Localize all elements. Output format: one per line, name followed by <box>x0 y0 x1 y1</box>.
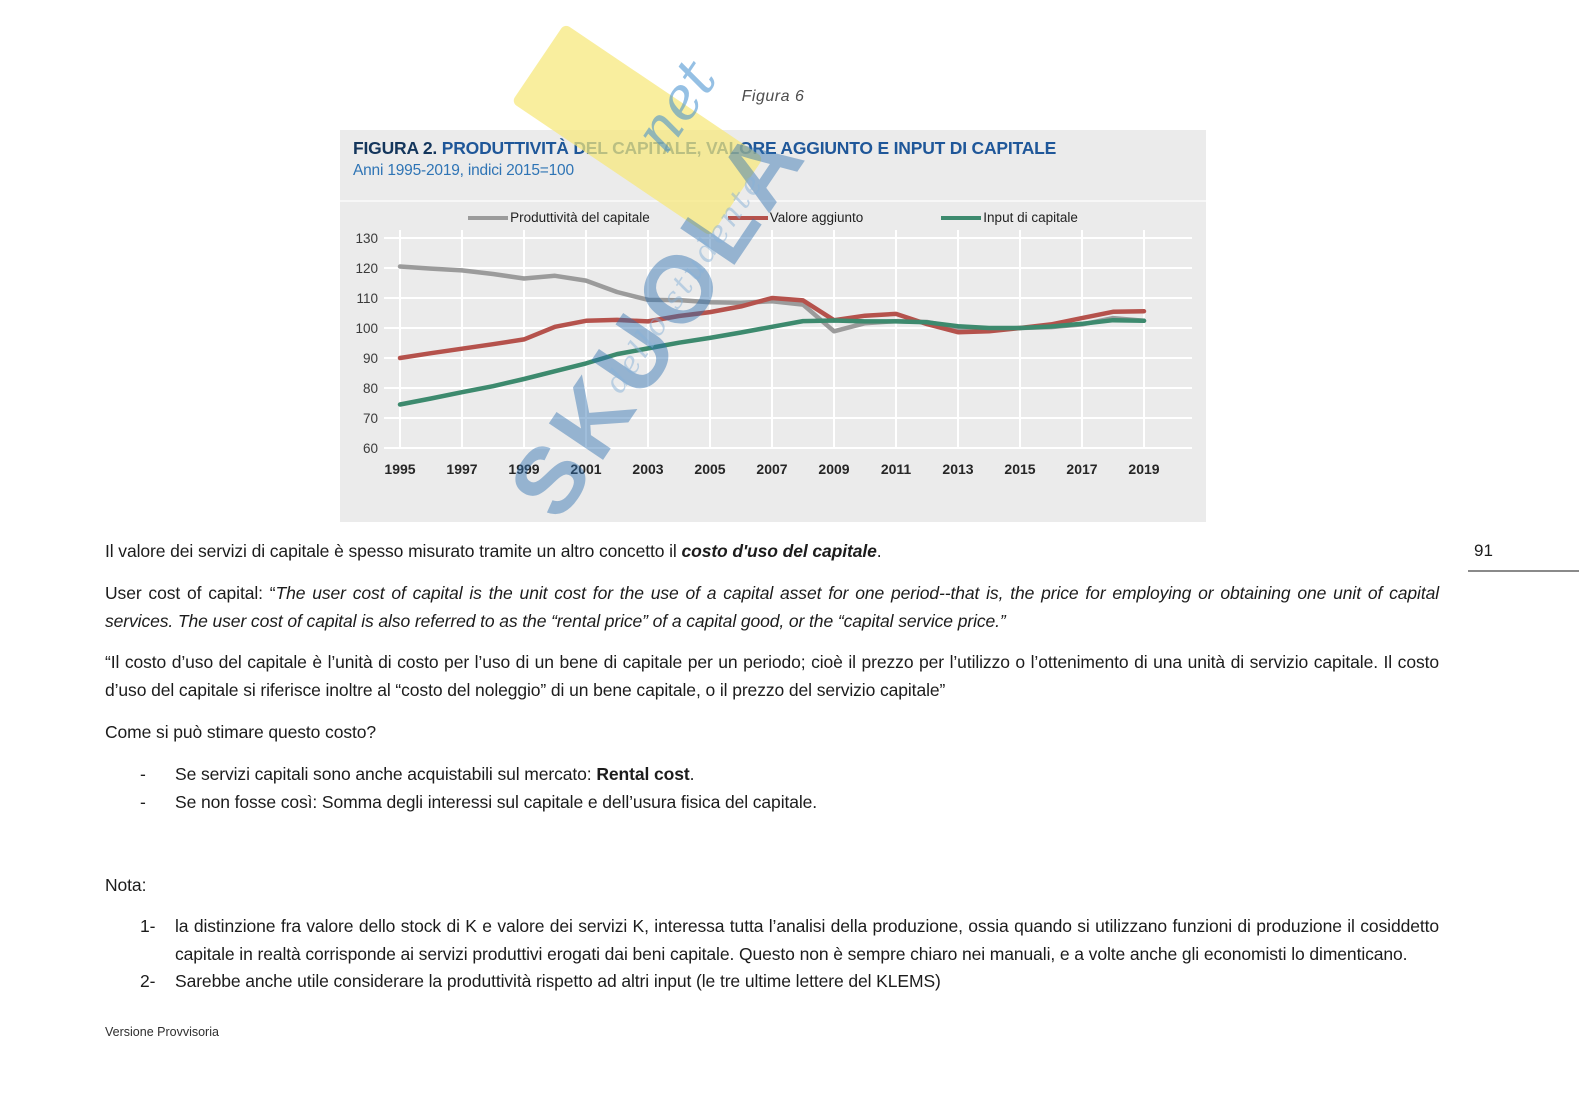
svg-text:1995: 1995 <box>384 461 415 477</box>
paragraph-user-cost-it: “Il costo d’uso del capitale è l’unità d… <box>105 652 1439 700</box>
svg-text:100: 100 <box>355 321 378 336</box>
legend-item: Input di capitale <box>941 210 1078 225</box>
legend-label: Valore aggiunto <box>769 210 864 225</box>
svg-text:2017: 2017 <box>1066 461 1097 477</box>
svg-text:130: 130 <box>355 231 378 246</box>
bullet-marker: - <box>140 791 146 812</box>
note-text: la distinzione fra valore dello stock di… <box>175 916 1439 964</box>
bullet-marker: - <box>140 764 146 784</box>
legend-line-swatch <box>468 215 509 220</box>
svg-text:1999: 1999 <box>508 461 539 477</box>
figure-title-label: FIGURA 2. <box>353 138 438 158</box>
legend-line-swatch <box>941 215 982 220</box>
list-item: 1- la distinzione fra valore dello stock… <box>105 913 1439 968</box>
footer-version-label: Versione Provvisoria <box>105 1025 219 1039</box>
svg-text:110: 110 <box>356 291 378 306</box>
legend-label: Input di capitale <box>983 210 1078 225</box>
numbered-notes: 1- la distinzione fra valore dello stock… <box>105 913 1439 996</box>
svg-text:90: 90 <box>363 351 378 366</box>
line-chart: 60 70 80 90 100 110 120 130 1995 1997 1999 2001 2003… <box>355 230 1192 477</box>
svg-text:2019: 2019 <box>1128 461 1159 477</box>
svg-text:80: 80 <box>363 381 378 396</box>
intro-text: Il valore dei servizi di capitale è spes… <box>105 541 682 561</box>
user-cost-label: User cost of capital: “ <box>105 583 276 603</box>
page-number: 91 <box>1474 541 1493 560</box>
note-marker: 1- <box>140 916 156 936</box>
svg-text:2005: 2005 <box>694 461 725 477</box>
list-item: 2- Sarebbe anche utile considerare la pr… <box>105 968 1439 996</box>
svg-text:2009: 2009 <box>818 461 849 477</box>
note-text: Sarebbe anche utile considerare la produ… <box>175 971 941 991</box>
paragraph-user-cost-en: User cost of capital: “The user cost of … <box>105 580 1439 635</box>
svg-text:2007: 2007 <box>756 461 787 477</box>
svg-text:60: 60 <box>363 441 378 456</box>
svg-text:2013: 2013 <box>942 461 973 477</box>
intro-bold-term: costo d'uso del capitale <box>681 541 877 561</box>
bullet-bold: Rental cost <box>596 764 690 784</box>
svg-text:2011: 2011 <box>881 461 912 477</box>
paragraph-intro: Il valore dei servizi di capitale è spes… <box>105 538 1439 566</box>
bullet-text: Se servizi capitali sono anche acquistab… <box>175 764 597 784</box>
paragraph-question: Come si può stimare questo costo? <box>105 722 377 742</box>
figure-panel: FIGURA 2. PRODUTTIVITÀ DEL CAPITALE, VAL… <box>340 130 1206 522</box>
list-item: - Se servizi capitali sono anche acquist… <box>105 761 1439 789</box>
svg-text:2003: 2003 <box>632 461 663 477</box>
svg-text:2001: 2001 <box>570 461 601 477</box>
svg-text:120: 120 <box>355 261 378 276</box>
svg-text:70: 70 <box>363 411 378 426</box>
svg-text:1997: 1997 <box>446 461 477 477</box>
bullet-text: Se non fosse così: Somma degli interessi… <box>175 791 818 812</box>
list-item: - Se non fosse così: Somma degli interes… <box>105 789 1439 817</box>
user-cost-quote: The user cost of capital is the unit cos… <box>105 583 1440 631</box>
figure-caption: Figura 6 <box>741 88 805 105</box>
intro-period: . <box>876 541 882 561</box>
bullet-suffix: . <box>689 764 695 784</box>
figure-divider <box>340 200 1206 202</box>
page-number-rule <box>1468 570 1579 572</box>
note-marker: 2- <box>140 971 156 991</box>
nota-label: Nota: <box>105 875 147 895</box>
bullet-list: - Se servizi capitali sono anche acquist… <box>105 761 1439 816</box>
svg-text:2015: 2015 <box>1004 461 1035 477</box>
